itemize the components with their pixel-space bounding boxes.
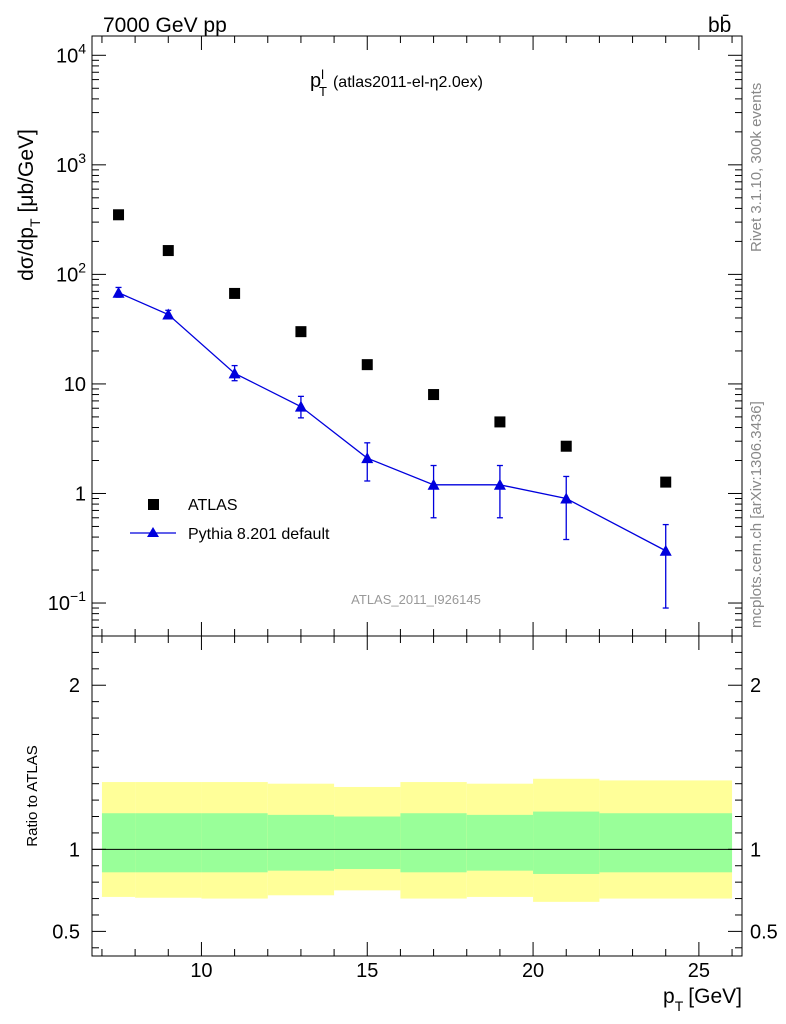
legend-pythia-marker <box>147 527 159 537</box>
process-label: bb̄ <box>708 14 731 37</box>
atlas-point <box>494 416 506 428</box>
pythia-point <box>294 400 307 412</box>
ratio-bands <box>101 778 733 902</box>
main-y-tick-label: 10−1 <box>48 588 86 615</box>
ratio-band-inner <box>334 816 401 870</box>
x-tick-labels: 10 15 20 25 <box>190 960 710 982</box>
x-tick-label: 20 <box>522 960 544 982</box>
rivet-version-label: Rivet 3.1.10, 300k events <box>748 83 765 252</box>
x-tick-label: 10 <box>190 960 212 982</box>
ratio-y-tick-label-right: 2 <box>750 675 761 697</box>
ratio-y-tick-labels: 0.5 0.5 1 1 2 2 <box>52 675 778 943</box>
main-ticks <box>92 36 742 637</box>
main-y-tick-label: 10 <box>64 374 86 396</box>
ratio-band-inner <box>400 813 467 873</box>
legend-atlas-label: ATLAS <box>188 497 238 514</box>
ratio-band-inner <box>533 811 600 874</box>
x-tick-label: 15 <box>356 960 378 982</box>
ratio-band-inner <box>466 814 534 871</box>
ratio-y-axis-label: Ratio to ATLAS <box>24 745 41 846</box>
plot-title: pl T(atlas2011-el-η2.0ex) <box>310 67 483 99</box>
energy-label: 7000 GeV pp <box>103 14 227 37</box>
main-y-axis-label: dσ/dpT[μb/GeV] <box>15 129 43 281</box>
main-y-tick-label: 104 <box>56 40 86 67</box>
ratio-y-tick-label: 1 <box>69 839 80 861</box>
pythia-point <box>228 367 241 379</box>
atlas-point <box>229 287 241 299</box>
legend-pythia-label: Pythia 8.201 default <box>188 526 330 543</box>
main-frame <box>91 35 743 637</box>
analysis-watermark: ATLAS_2011_I926145 <box>351 592 481 607</box>
ratio-y-tick-label: 0.5 <box>52 921 80 943</box>
ratio-band-inner <box>599 813 733 873</box>
pythia-point <box>162 308 175 320</box>
pythia-point <box>493 478 506 490</box>
ratio-band-inner <box>101 813 136 873</box>
x-axis-label: pT [GeV] <box>663 985 742 1014</box>
ratio-y-tick-label: 2 <box>69 675 80 697</box>
ratio-ticks <box>92 636 742 956</box>
pythia-point <box>112 286 125 298</box>
x-tick-label: 25 <box>688 960 710 982</box>
legend: ATLAS Pythia 8.201 default <box>130 497 330 543</box>
ratio-band-inner <box>135 813 202 873</box>
atlas-point <box>560 440 572 452</box>
pythia-point <box>560 492 573 504</box>
ratio-y-tick-label-right: 0.5 <box>750 921 778 943</box>
legend-atlas-marker <box>148 499 159 510</box>
series-pythia <box>112 286 672 609</box>
atlas-point <box>162 245 174 257</box>
pythia-point <box>427 478 440 490</box>
atlas-point <box>295 326 307 338</box>
pythia-point <box>659 544 672 556</box>
mcplots-reference-label: mcplots.cern.ch [arXiv:1306.3436] <box>748 401 765 628</box>
atlas-point <box>113 209 125 221</box>
main-y-tick-label: 103 <box>56 150 86 177</box>
ratio-band-inner <box>267 814 335 871</box>
ratio-panel: 0.5 0.5 1 1 2 2 10 15 20 25 Ratio to ATLAS pT [Ge… <box>24 635 778 1014</box>
ratio-band-inner <box>201 813 268 873</box>
atlas-point <box>428 389 440 401</box>
atlas-point <box>361 359 373 371</box>
ratio-frame <box>91 635 743 957</box>
pythia-point <box>361 452 374 464</box>
atlas-point <box>660 476 672 488</box>
main-y-tick-label: 102 <box>56 259 86 286</box>
series-atlas <box>113 209 672 488</box>
main-y-tick-label: 1 <box>75 483 86 505</box>
ratio-y-tick-label-right: 1 <box>750 839 761 861</box>
